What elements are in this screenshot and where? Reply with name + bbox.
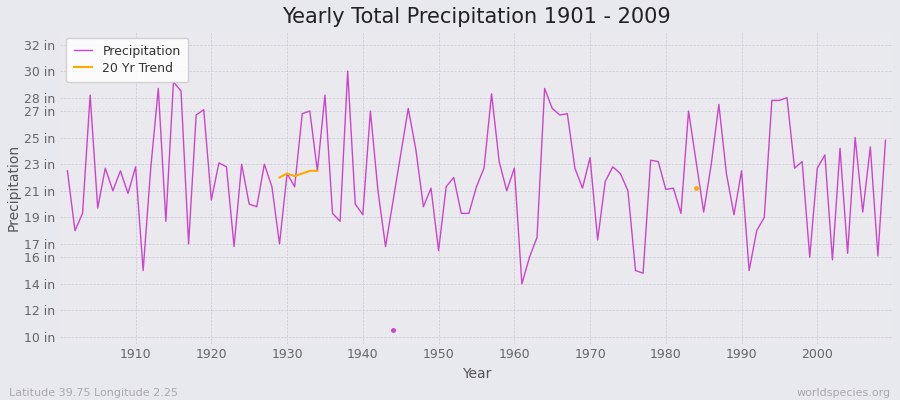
- Precipitation: [562, 111, 572, 116]
- 20 Yr Trend: [274, 175, 285, 180]
- Precipitation: [880, 138, 891, 143]
- Precipitation: [517, 282, 527, 286]
- 20 Yr Trend: [289, 174, 300, 178]
- Y-axis label: Precipitation: Precipitation: [7, 144, 21, 231]
- 20 Yr Trend: [282, 171, 292, 176]
- Precipitation: [789, 166, 800, 170]
- Line: Precipitation: Precipitation: [68, 71, 886, 284]
- Precipitation: [62, 168, 73, 173]
- Line: 20 Yr Trend: 20 Yr Trend: [280, 171, 318, 178]
- X-axis label: Year: Year: [462, 367, 491, 381]
- Text: Latitude 39.75 Longitude 2.25: Latitude 39.75 Longitude 2.25: [9, 388, 178, 398]
- Precipitation: [85, 93, 95, 98]
- 20 Yr Trend: [304, 168, 315, 173]
- Precipitation: [608, 164, 618, 169]
- Precipitation: [342, 69, 353, 74]
- Precipitation: [638, 271, 649, 276]
- Text: worldspecies.org: worldspecies.org: [796, 388, 891, 398]
- Title: Yearly Total Precipitation 1901 - 2009: Yearly Total Precipitation 1901 - 2009: [282, 7, 670, 27]
- Precipitation: [554, 113, 565, 118]
- Legend: Precipitation, 20 Yr Trend: Precipitation, 20 Yr Trend: [66, 38, 188, 82]
- 20 Yr Trend: [297, 171, 308, 176]
- 20 Yr Trend: [312, 168, 323, 173]
